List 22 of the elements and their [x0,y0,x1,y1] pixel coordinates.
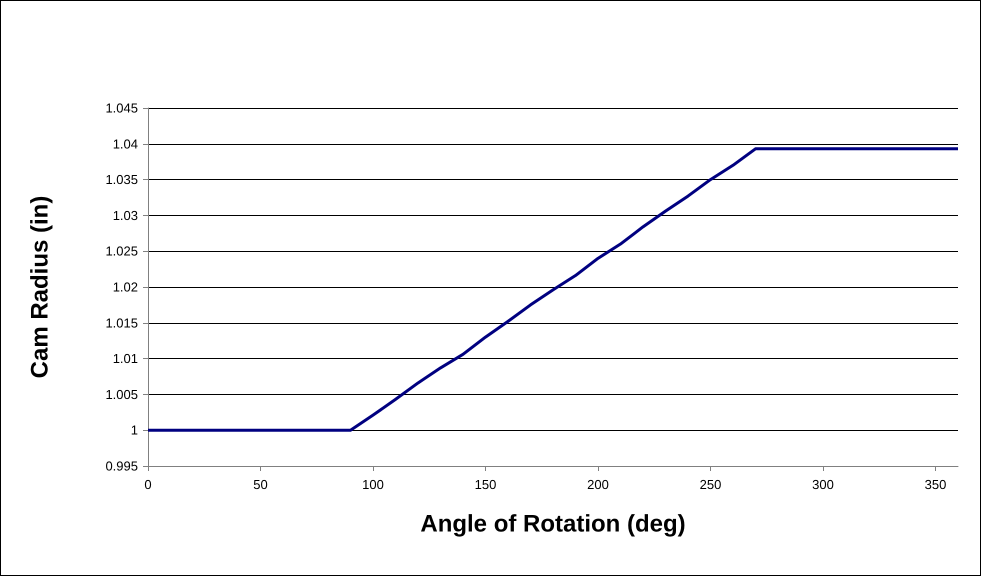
line-series [146,147,960,432]
y-tick-label: 1.045 [105,100,138,116]
x-tick-label: 350 [924,477,946,492]
y-tick-label: 1.015 [105,315,138,330]
x-tick-label: 50 [253,477,268,492]
y-tick-label: 1.02 [112,280,138,294]
x-tick-label: 0 [144,477,152,492]
y-tick-label: 1.01 [112,351,138,366]
y-tick-label: 1 [130,422,138,438]
y-tick-label: 1.035 [105,172,138,188]
y-tick-label: 1.03 [112,208,138,223]
y-tick-label: 1.025 [105,244,138,259]
x-axis-title: Angle of Rotation (deg) [420,510,686,538]
x-tick-label: 100 [362,477,384,492]
y-axis-title: Cam Radius (in) [26,196,54,378]
y-tick-label: 1.04 [112,136,138,152]
y-tick-label: 0.995 [105,458,138,474]
y-tick-label: 1.005 [105,386,138,402]
x-tick-label: 300 [812,477,834,492]
x-tick-label: 200 [587,477,609,492]
x-tick-label: 150 [474,477,496,492]
x-tick-label: 250 [700,477,722,492]
